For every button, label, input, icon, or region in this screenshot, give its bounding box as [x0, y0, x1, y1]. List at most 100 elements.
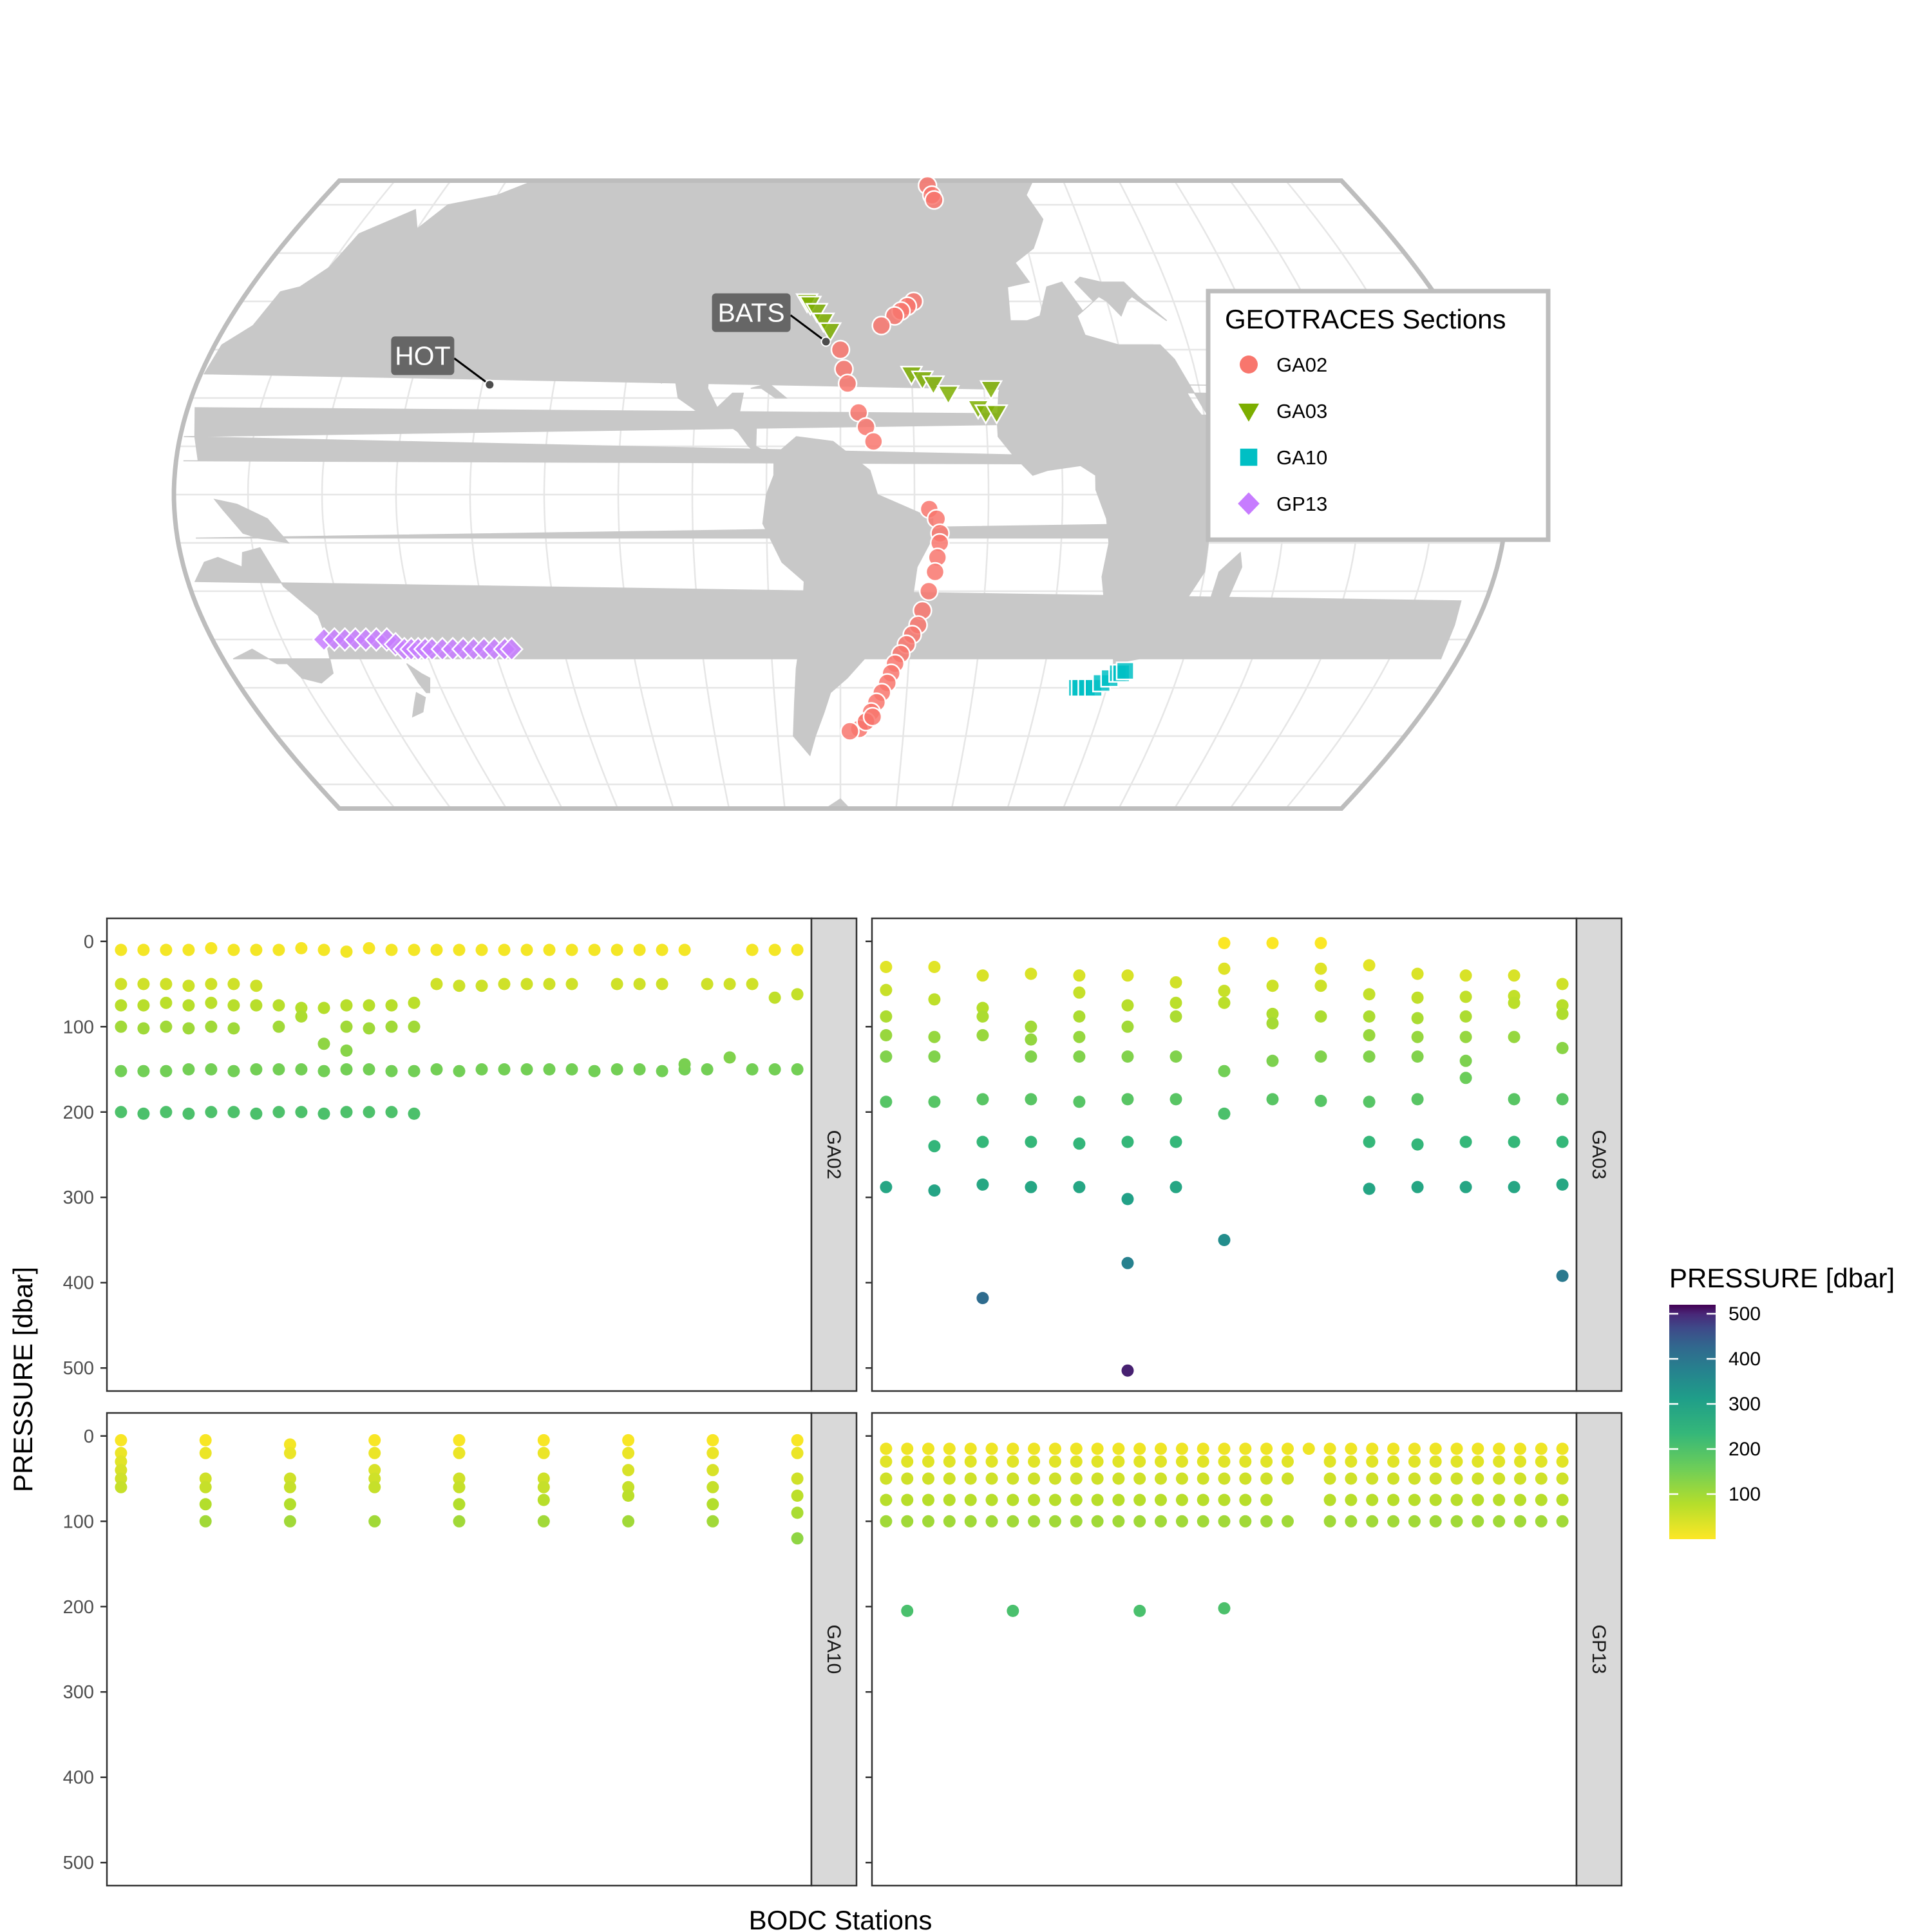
- pressure-point-GA03: [1411, 967, 1424, 980]
- pressure-point-GA03: [1556, 978, 1569, 990]
- pressure-point-GA03: [1363, 959, 1376, 972]
- pressure-point-GA03: [1363, 988, 1376, 1001]
- pressure-point-GP13: [1239, 1455, 1252, 1468]
- x-axis-title: BODC Stations: [749, 1905, 933, 1932]
- site-label-box-HOT: [391, 336, 455, 375]
- pressure-point-GA10: [115, 1472, 128, 1485]
- pressure-point-GP13: [1514, 1455, 1526, 1468]
- pressure-point-GA03: [1508, 1093, 1520, 1106]
- pressure-point-GP13: [1028, 1515, 1041, 1528]
- map-border: [171, 178, 1510, 811]
- pressure-point-GA03: [976, 1001, 989, 1014]
- pressure-point-GA02: [363, 942, 375, 954]
- pressure-point-GA02: [565, 978, 578, 990]
- facet-GA10: GA10 0 100 200 300 400 500: [63, 1412, 858, 1887]
- pressure-point-GA02: [498, 943, 511, 956]
- pressure-point-GP13: [1345, 1455, 1358, 1468]
- pressure-point-GA03: [1025, 1050, 1037, 1063]
- pressure-point-GA03: [1121, 1050, 1134, 1063]
- land-new-guinea: [213, 498, 290, 544]
- y-tick-label: 500: [63, 1853, 94, 1873]
- pressure-point-GP13: [1535, 1455, 1548, 1468]
- pressure-point-GA02: [588, 943, 601, 956]
- pressure-point-GP13: [943, 1493, 956, 1506]
- pressure-point-GA02: [475, 1063, 488, 1075]
- pressure-point-GA02: [250, 1063, 263, 1075]
- pressure-point-GA10: [706, 1515, 719, 1528]
- pressure-point-GA02: [295, 1106, 308, 1119]
- pressure-point-GP13: [1133, 1472, 1146, 1485]
- pressure-point-GP13: [1112, 1493, 1125, 1506]
- pressure-point-GA02: [656, 1065, 668, 1077]
- pressure-point-GA02: [137, 1022, 150, 1035]
- pressure-point-GA02: [363, 1063, 375, 1075]
- pressure-colorbar: PRESSURE [dbar] 100 200 300 400 500: [1669, 1263, 1895, 1539]
- pressure-point-GA02: [430, 978, 443, 990]
- pressure-point-GP13: [1070, 1515, 1083, 1528]
- map-legend: GEOTRACES Sections GA02 GA03 GA10 GP13: [1206, 289, 1551, 542]
- pressure-point-GP13: [1429, 1493, 1442, 1506]
- pressure-point-GA03: [1459, 1054, 1472, 1067]
- pressure-point-GA02: [115, 1020, 128, 1033]
- pressure-point-GA03: [1073, 1030, 1086, 1043]
- pressure-point-GA02: [295, 1010, 308, 1023]
- pressure-point-GA02: [430, 1063, 443, 1075]
- pressure-point-GA02: [205, 996, 218, 1009]
- pressure-point-GA03: [1314, 1095, 1327, 1107]
- pressure-point-GP13: [943, 1443, 956, 1455]
- pressure-point-GA03: [976, 1178, 989, 1191]
- pressure-point-GA03: [928, 1184, 941, 1197]
- pressure-point-GA03: [1363, 1182, 1376, 1195]
- pressure-point-GA03: [1314, 936, 1327, 949]
- pressure-point-GP13: [1472, 1455, 1484, 1468]
- pressure-point-GP13: [1450, 1472, 1463, 1485]
- pressure-point-GP13: [1007, 1515, 1019, 1528]
- pressure-point-GP13: [1535, 1493, 1548, 1506]
- pressure-point-GA02: [498, 1063, 511, 1075]
- pressure-point-GP13: [922, 1455, 934, 1468]
- map-legend-title: GEOTRACES Sections: [1225, 304, 1506, 334]
- land-iceland: [940, 180, 971, 191]
- station-GA02: [925, 562, 945, 582]
- colorbar-tick-label: 100: [1728, 1484, 1761, 1505]
- pressure-point-GA03: [1314, 962, 1327, 975]
- pressure-point-GA03: [1218, 1065, 1231, 1077]
- legend-key-GA02: [1240, 355, 1258, 374]
- pressure-point-GA02: [453, 943, 466, 956]
- map-site-labels: HOT BATS: [391, 293, 831, 390]
- pressure-point-GA02: [272, 999, 285, 1012]
- pressure-point-GP13: [943, 1472, 956, 1485]
- pressure-point-GA02: [115, 999, 128, 1012]
- pressure-point-GP13: [1450, 1443, 1463, 1455]
- pressure-point-GA03: [1073, 1180, 1086, 1193]
- pressure-point-GA03: [1218, 1234, 1231, 1246]
- pressure-point-GA03: [1170, 976, 1182, 989]
- station-GA03: [818, 322, 842, 343]
- pressure-point-GP13: [922, 1472, 934, 1485]
- legend-label-GP13: GP13: [1276, 493, 1327, 515]
- pressure-point-GA03: [1508, 996, 1520, 1009]
- pressure-point-GA10: [622, 1515, 635, 1528]
- pressure-point-GP13: [1091, 1515, 1104, 1528]
- pressure-point-GP13: [880, 1455, 893, 1468]
- pressure-point-GA02: [408, 996, 421, 1009]
- pressure-point-GP13: [880, 1493, 893, 1506]
- site-label-BATS: BATS: [718, 298, 785, 327]
- pressure-point-GA02: [791, 943, 804, 956]
- pressure-point-GP13: [964, 1443, 977, 1455]
- pressure-point-GP13: [1514, 1493, 1526, 1506]
- pressure-point-GA03: [1459, 1180, 1472, 1193]
- pressure-point-GA02: [227, 1065, 240, 1077]
- pressure-point-GP13: [1155, 1472, 1167, 1485]
- station-GA02: [918, 581, 939, 601]
- pressure-point-GP13: [1091, 1493, 1104, 1506]
- pressure-point-GA03: [1508, 1030, 1520, 1043]
- pressure-point-GA02: [363, 1106, 375, 1119]
- pressure-point-GA02: [611, 1063, 623, 1075]
- legend-label-GA02: GA02: [1276, 354, 1327, 376]
- pressure-point-GA03: [1459, 1135, 1472, 1148]
- pressure-point-GA02: [295, 942, 308, 954]
- pressure-point-GP13: [1070, 1443, 1083, 1455]
- pressure-point-GA03: [880, 1029, 893, 1041]
- pressure-point-GP13: [1260, 1472, 1273, 1485]
